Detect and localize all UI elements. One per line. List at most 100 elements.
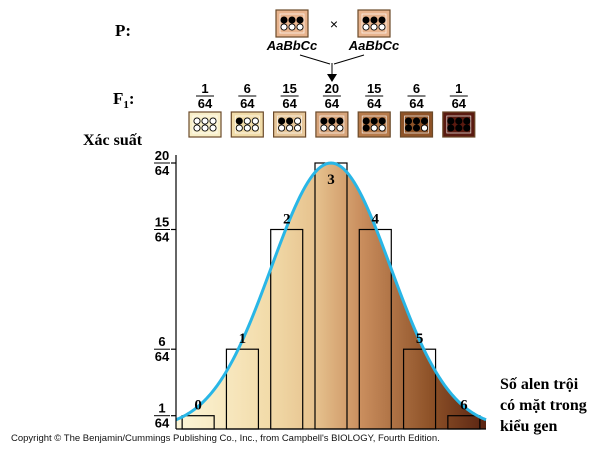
recessive-allele-dot bbox=[320, 124, 328, 132]
dominant-allele-dot bbox=[404, 124, 413, 132]
distribution-curve bbox=[175, 161, 487, 422]
f1-genotype-box bbox=[188, 111, 222, 138]
recessive-allele-dot bbox=[420, 124, 429, 132]
recessive-allele-dot bbox=[370, 23, 378, 31]
recessive-allele-dot bbox=[294, 117, 302, 125]
dominant-allele-dot bbox=[412, 117, 421, 125]
dominant-allele-dot bbox=[320, 117, 328, 125]
recessive-allele-dot bbox=[336, 124, 344, 132]
f1-fraction-numerator: 6 bbox=[413, 81, 420, 96]
dominant-allele-dot bbox=[378, 16, 386, 24]
dominant-allele-dot bbox=[370, 16, 378, 24]
y-tick-numerator: 20 bbox=[155, 148, 169, 163]
dominant-allele-dot bbox=[286, 117, 294, 125]
recessive-allele-dot bbox=[243, 124, 251, 132]
copyright-text: Copyright © The Benjamin/Cummings Publis… bbox=[11, 433, 440, 444]
y-tick-denominator: 64 bbox=[155, 163, 170, 178]
dominant-allele-dot bbox=[296, 16, 304, 24]
y-tick-numerator: 6 bbox=[158, 334, 165, 349]
recessive-allele-dot bbox=[251, 124, 259, 132]
dominant-allele-dot bbox=[455, 124, 463, 132]
p-label: P: bbox=[115, 21, 131, 40]
dominant-allele-dot bbox=[447, 124, 455, 132]
recessive-allele-dot bbox=[378, 23, 386, 31]
recessive-allele-dot bbox=[328, 124, 336, 132]
arrow-head bbox=[327, 74, 337, 82]
dominant-allele-dot bbox=[362, 16, 370, 24]
recessive-allele-dot bbox=[286, 124, 294, 132]
recessive-allele-dot bbox=[280, 23, 288, 31]
dominant-allele-dot bbox=[362, 117, 370, 125]
recessive-allele-dot bbox=[378, 124, 386, 132]
f1-fraction-denominator: 64 bbox=[452, 96, 467, 111]
recessive-allele-dot bbox=[288, 23, 296, 31]
bar-label: 3 bbox=[327, 172, 335, 188]
dominant-allele-dot bbox=[370, 117, 378, 125]
dominant-allele-dot bbox=[280, 16, 288, 24]
f1-label: F1: bbox=[113, 89, 135, 111]
f1-fraction-numerator: 1 bbox=[201, 81, 208, 96]
bar-label: 0 bbox=[194, 398, 202, 414]
f1-fraction-numerator: 15 bbox=[367, 81, 381, 96]
dominant-allele-dot bbox=[278, 117, 286, 125]
recessive-allele-dot bbox=[209, 124, 217, 132]
dominant-allele-dot bbox=[362, 124, 370, 132]
bar-label: 4 bbox=[372, 212, 380, 228]
dominant-allele-dot bbox=[463, 117, 471, 125]
y-tick-numerator: 1 bbox=[158, 401, 165, 416]
bar-label: 6 bbox=[460, 398, 468, 414]
recessive-allele-dot bbox=[243, 117, 251, 125]
cross-line-left bbox=[299, 54, 331, 65]
parent2-genotype: AaBbCc bbox=[348, 38, 400, 53]
f1-genotype-box bbox=[442, 111, 476, 138]
parent1-box bbox=[275, 9, 309, 38]
dominant-allele-dot bbox=[455, 117, 463, 125]
dominant-allele-dot bbox=[328, 117, 336, 125]
dominant-allele-dot bbox=[378, 117, 386, 125]
dominant-allele-dot bbox=[235, 117, 243, 125]
dominant-allele-dot bbox=[420, 117, 429, 125]
f1-genotype-box bbox=[315, 111, 349, 138]
x-axis-label-line: Số alen trội bbox=[500, 376, 579, 393]
parent1-genotype: AaBbCc bbox=[266, 38, 318, 53]
dominant-allele-dot bbox=[463, 124, 471, 132]
bar-label: 1 bbox=[239, 331, 247, 347]
parent1-genotype-box bbox=[275, 9, 309, 38]
recessive-allele-dot bbox=[201, 124, 209, 132]
recessive-allele-dot bbox=[201, 117, 209, 125]
cross-symbol: × bbox=[330, 16, 338, 32]
recessive-allele-dot bbox=[209, 117, 217, 125]
f1-fraction-numerator: 20 bbox=[325, 81, 339, 96]
x-axis-label-line: kiểu gen bbox=[500, 418, 557, 435]
cross-line-right bbox=[333, 54, 365, 65]
recessive-allele-dot bbox=[193, 124, 201, 132]
bar-label: 2 bbox=[283, 212, 291, 228]
recessive-allele-dot bbox=[278, 124, 286, 132]
f1-genotype-box bbox=[230, 111, 264, 138]
dominant-allele-dot bbox=[447, 117, 455, 125]
dominant-allele-dot bbox=[404, 117, 413, 125]
f1-fraction-denominator: 64 bbox=[198, 96, 213, 111]
f1-fraction-denominator: 64 bbox=[367, 96, 382, 111]
recessive-allele-dot bbox=[294, 124, 302, 132]
recessive-allele-dot bbox=[193, 117, 201, 125]
y-tick-denominator: 64 bbox=[155, 349, 170, 364]
parent2-genotype-box bbox=[357, 9, 391, 38]
recessive-allele-dot bbox=[362, 23, 370, 31]
f1-genotype-box bbox=[399, 111, 434, 138]
recessive-allele-dot bbox=[235, 124, 243, 132]
f1-fraction-numerator: 6 bbox=[244, 81, 251, 96]
dominant-allele-dot bbox=[336, 117, 344, 125]
y-axis-label: Xác suất bbox=[83, 132, 143, 149]
recessive-allele-dot bbox=[251, 117, 259, 125]
parent2-box bbox=[357, 9, 391, 38]
f1-fraction-denominator: 64 bbox=[409, 96, 424, 111]
f1-fraction-denominator: 64 bbox=[325, 96, 340, 111]
dominant-allele-dot bbox=[412, 124, 421, 132]
f1-fraction-numerator: 15 bbox=[282, 81, 296, 96]
f1-fraction-denominator: 64 bbox=[282, 96, 297, 111]
f1-genotype-box bbox=[273, 111, 307, 138]
